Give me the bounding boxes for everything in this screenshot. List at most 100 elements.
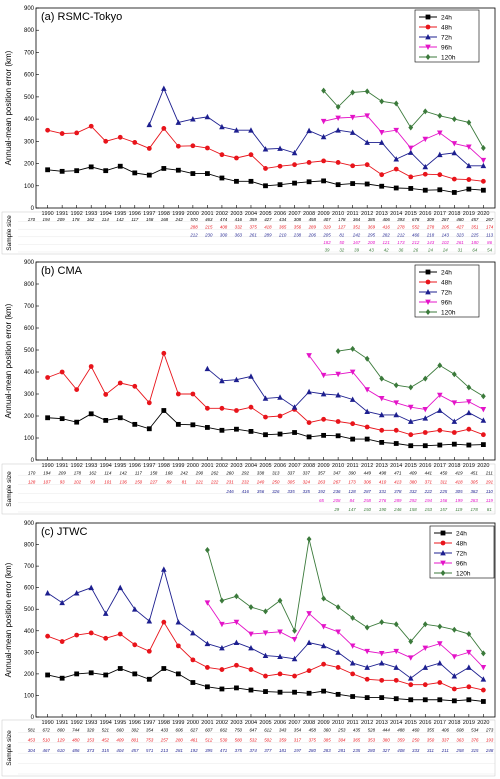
panel-3: 0 100 200 300 400 500 600 700 800 900 1990 1991 1992… — [1, 521, 496, 777]
data-point — [480, 157, 487, 164]
data-point — [132, 140, 138, 145]
data-point — [379, 677, 385, 683]
legend-marker — [440, 570, 446, 576]
x-tick-label: 2017 — [434, 211, 446, 217]
series-48h — [45, 619, 486, 693]
series-24h — [45, 666, 486, 704]
y-tick-label: 700 — [24, 50, 35, 56]
data-point — [219, 597, 225, 604]
data-point — [321, 87, 327, 94]
sample-size-cell: 289 — [393, 498, 402, 503]
data-point — [277, 629, 283, 635]
data-point — [45, 375, 51, 380]
sample-size-table: Sample size 170 194 209 178 162 114 142 117 158 16… — [1, 463, 496, 515]
sample-size-cell: 200 — [367, 240, 376, 245]
data-point — [262, 146, 269, 152]
sample-size-cell: 102 — [74, 480, 82, 485]
data-point — [59, 675, 65, 681]
legend-entry: 120h — [441, 54, 456, 61]
table-frame — [1, 211, 496, 255]
data-point — [407, 655, 414, 661]
y-tick-label: 500 — [24, 95, 35, 101]
sample-size-cell: 304 — [28, 748, 36, 753]
data-point — [451, 371, 457, 378]
sample-size-cell: 168 — [161, 217, 169, 222]
sample-size-cell: 218 — [426, 232, 435, 237]
data-point — [277, 413, 283, 419]
sample-size-cell: 209 — [57, 470, 66, 475]
data-point — [364, 676, 370, 682]
legend-entry: 72h — [456, 550, 467, 557]
data-point — [102, 610, 109, 616]
sample-size-cell: 512 — [205, 738, 213, 743]
data-point — [74, 632, 80, 638]
data-point — [379, 183, 385, 189]
sample-size-cell: 232 — [241, 480, 250, 485]
series-72h — [204, 365, 487, 424]
x-tick-label: 2010 — [332, 720, 344, 726]
data-point — [306, 127, 312, 134]
y-tick-label: 200 — [24, 162, 35, 168]
data-point — [437, 697, 443, 703]
sample-size-cell: 359 — [249, 217, 257, 222]
series-24h — [45, 163, 486, 195]
data-point — [408, 432, 414, 438]
legend-marker — [425, 54, 431, 60]
sample-size-cell: 147 — [348, 507, 356, 512]
sample-size-cell: 162 — [89, 470, 97, 475]
data-point — [233, 127, 240, 133]
y-tick-label: 600 — [24, 586, 35, 592]
data-point — [335, 115, 341, 121]
data-point — [437, 112, 443, 119]
sample-size-cell: 474 — [220, 217, 228, 222]
x-tick-label: 2002 — [216, 463, 228, 469]
sample-size-cell: 326 — [272, 489, 280, 494]
x-tick-label: 2004 — [245, 463, 257, 469]
sample-size-cell: 178 — [470, 507, 478, 512]
data-point — [408, 384, 414, 391]
data-point — [321, 595, 327, 602]
sample-size-cell: 238 — [293, 232, 302, 237]
x-tick-label: 2001 — [201, 463, 213, 469]
x-tick-label: 1999 — [172, 211, 184, 217]
sample-size-cell: 309 — [427, 217, 435, 222]
x-tick-label: 2013 — [376, 463, 388, 469]
sample-size-cell: 102 — [442, 240, 450, 245]
data-point — [422, 163, 429, 170]
data-point — [437, 407, 443, 413]
sample-size-cell: 267 — [485, 217, 494, 222]
data-point — [59, 599, 65, 606]
data-point — [480, 699, 486, 704]
data-point — [408, 697, 414, 703]
data-point — [204, 171, 210, 176]
series-line — [47, 567, 484, 680]
data-point — [321, 661, 327, 667]
x-tick-label: 1994 — [100, 463, 112, 469]
x-tick-label: 2011 — [347, 211, 359, 217]
sample-size-cell: 311 — [440, 480, 448, 485]
data-point — [248, 373, 254, 379]
data-point — [451, 654, 458, 660]
sample-size-cell: 532 — [249, 738, 257, 743]
sample-size-cell: 287 — [441, 217, 450, 222]
data-point — [335, 649, 341, 655]
data-point — [248, 152, 254, 158]
sample-size-cell: 248 — [485, 748, 494, 753]
sample-size-cell: 441 — [425, 470, 433, 475]
sample-size-cell: 31 — [458, 247, 463, 252]
sample-size-cell: 458 — [309, 217, 317, 222]
data-point — [146, 648, 152, 654]
data-point — [451, 418, 458, 424]
y-axis-label: Annual-mean position error (km) — [4, 50, 13, 165]
y-tick-label: 500 — [24, 607, 35, 613]
sample-size-cell: 142 — [116, 217, 124, 222]
x-tick-label: 2011 — [347, 720, 359, 726]
data-point — [466, 426, 472, 432]
sample-size-cell: 359 — [397, 738, 405, 743]
data-point — [291, 655, 298, 662]
sample-size-cell: 581 — [28, 727, 36, 732]
sample-size-cell: 327 — [382, 748, 390, 753]
data-point — [132, 671, 138, 677]
sample-size-cell: 317 — [294, 738, 302, 743]
sample-size-cell: 416 — [382, 225, 390, 230]
